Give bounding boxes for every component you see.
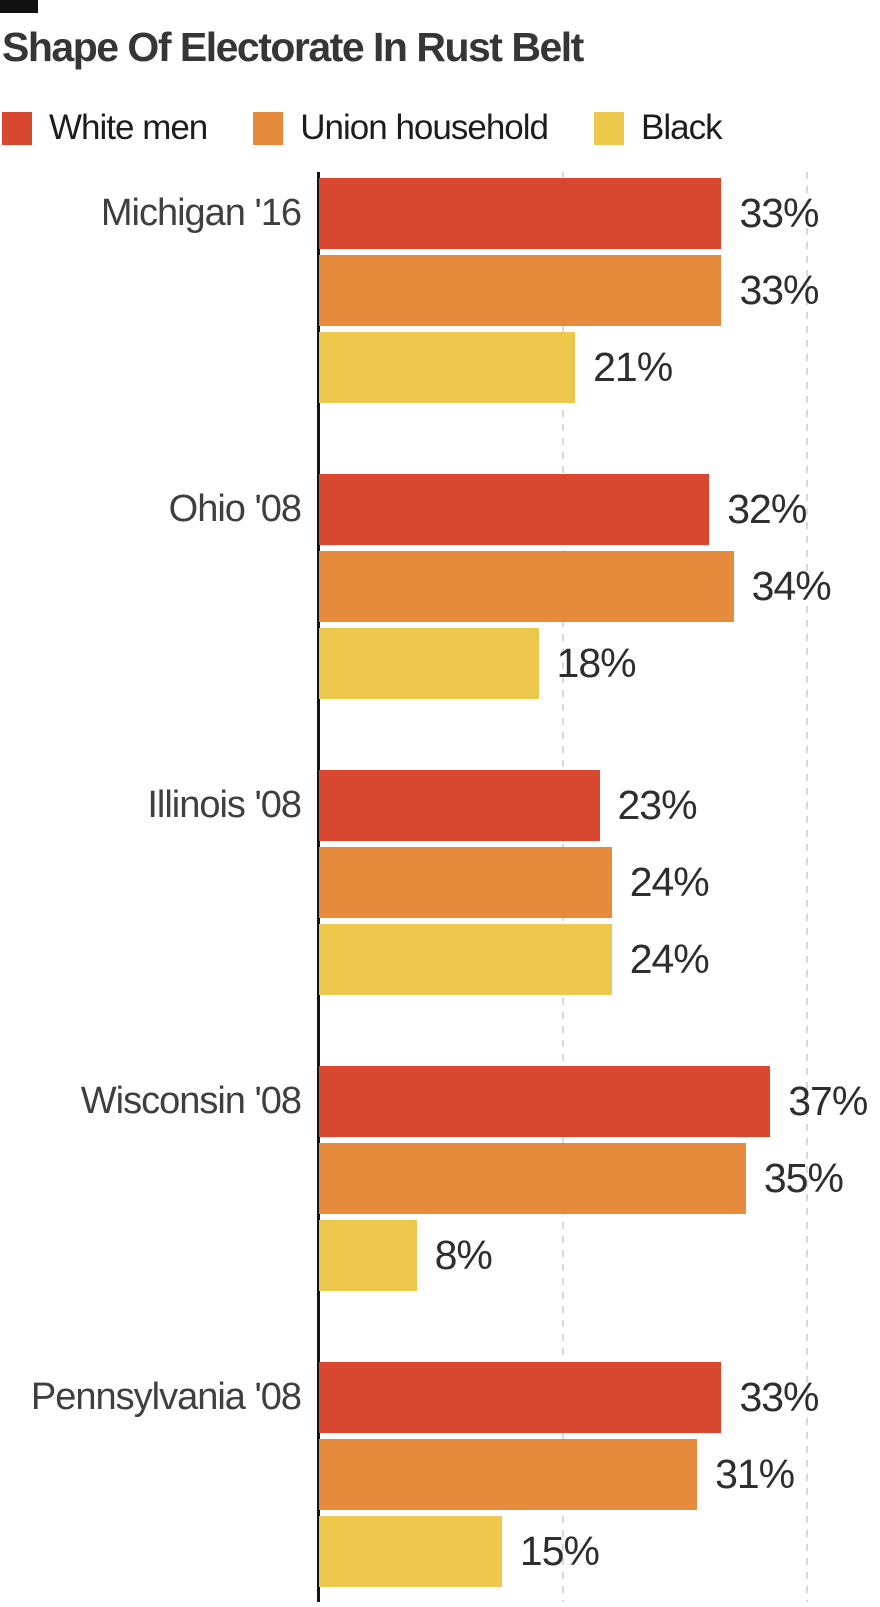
white-men-swatch-icon bbox=[2, 111, 32, 145]
bar bbox=[319, 1362, 722, 1433]
bar bbox=[319, 770, 600, 841]
black-swatch-icon bbox=[594, 111, 624, 145]
bar-value-label: 24% bbox=[629, 859, 710, 905]
corner-crop-mark bbox=[0, 0, 38, 13]
bar bbox=[319, 332, 576, 403]
legend-item-union-household: Union household bbox=[253, 108, 549, 148]
union-household-swatch-icon bbox=[253, 111, 284, 145]
bar bbox=[319, 551, 734, 622]
gridline-40-percent bbox=[805, 172, 808, 1602]
chart-title: Shape Of Electorate In Rust Belt bbox=[2, 24, 584, 70]
bar bbox=[319, 1220, 417, 1291]
bar-value-label: 31% bbox=[715, 1451, 795, 1497]
category-label: Ohio '08 bbox=[168, 488, 302, 530]
bar-value-label: 8% bbox=[434, 1232, 493, 1278]
bar-value-label: 33% bbox=[739, 267, 819, 313]
bar bbox=[319, 1066, 771, 1137]
bar-value-label: 33% bbox=[739, 190, 819, 236]
bar-value-label: 35% bbox=[763, 1155, 844, 1201]
bar bbox=[319, 924, 612, 995]
category-label: Illinois '08 bbox=[147, 784, 302, 826]
bar-value-label: 33% bbox=[739, 1374, 819, 1420]
bar bbox=[319, 1143, 746, 1214]
y-axis-line bbox=[317, 172, 320, 1602]
bar-value-label: 21% bbox=[593, 344, 673, 390]
bar-value-label: 23% bbox=[617, 782, 698, 828]
bar-value-label: 32% bbox=[727, 486, 807, 532]
bar-value-label: 37% bbox=[788, 1078, 868, 1124]
legend-label: Black bbox=[641, 108, 723, 147]
legend-label: White men bbox=[49, 108, 208, 147]
bar bbox=[319, 178, 722, 249]
legend-item-black: Black bbox=[594, 108, 723, 148]
category-label: Pennsylvania '08 bbox=[30, 1376, 302, 1418]
bar bbox=[319, 474, 710, 545]
bar-value-label: 15% bbox=[519, 1528, 600, 1574]
bar-value-label: 24% bbox=[629, 936, 710, 982]
bar bbox=[319, 1516, 502, 1587]
bar-value-label: 34% bbox=[751, 563, 832, 609]
legend-item-white-men: White men bbox=[2, 108, 208, 148]
bar bbox=[319, 255, 722, 326]
bar-value-label: 18% bbox=[556, 640, 637, 686]
bar bbox=[319, 1439, 698, 1510]
category-label: Wisconsin '08 bbox=[80, 1080, 302, 1122]
bar bbox=[319, 847, 612, 918]
legend: White men Union household Black bbox=[2, 103, 768, 153]
legend-label: Union household bbox=[300, 108, 549, 147]
bar bbox=[319, 628, 539, 699]
category-label: Michigan '16 bbox=[100, 192, 302, 234]
